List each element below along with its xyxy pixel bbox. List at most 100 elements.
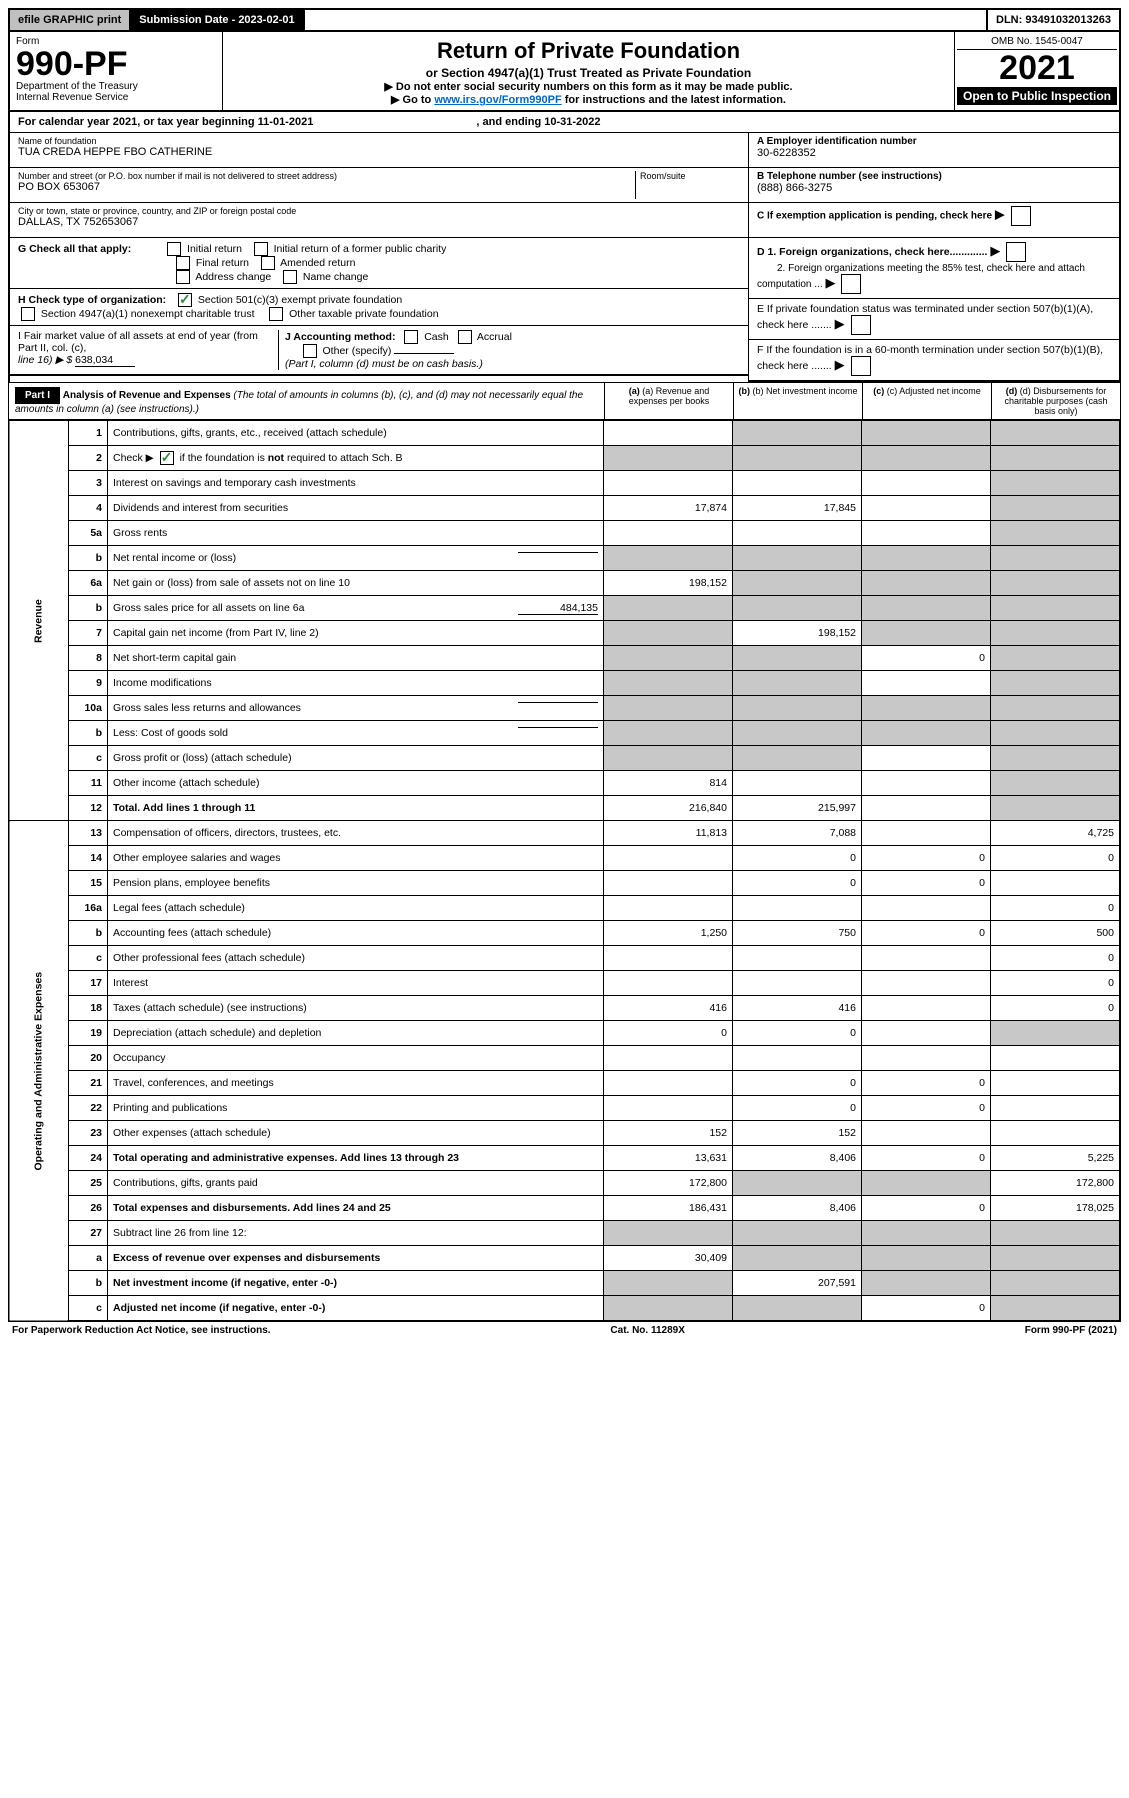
cell-c [862,771,991,796]
city-cell: City or town, state or province, country… [10,203,748,238]
row-desc: Less: Cost of goods sold [108,721,604,746]
col-d-header: (d) (d) Disbursements for charitable pur… [991,383,1120,419]
table-row: 2Check ▶ if the foundation is not requir… [9,446,1120,471]
cell-b [733,646,862,671]
calendar-year-row: For calendar year 2021, or tax year begi… [8,112,1121,133]
cell-b: 207,591 [733,1271,862,1296]
row-desc: Gross rents [108,521,604,546]
h-4947-checkbox[interactable] [21,307,35,321]
form-number: 990-PF [16,47,216,81]
row-desc: Interest on savings and temporary cash i… [108,471,604,496]
e-checkbox[interactable] [851,315,871,335]
d1-checkbox[interactable] [1006,242,1026,262]
g-row: G Check all that apply: Initial return I… [10,238,748,289]
cell-d: 0 [991,946,1121,971]
table-row: 4Dividends and interest from securities1… [9,496,1120,521]
footer-left: For Paperwork Reduction Act Notice, see … [12,1325,271,1336]
g-address-checkbox[interactable] [176,270,190,284]
row-desc: Other employee salaries and wages [108,846,604,871]
cell-b: 750 [733,921,862,946]
header-center: Return of Private Foundation or Section … [223,32,955,110]
cell-c [862,471,991,496]
cell-d [991,521,1121,546]
cell-a [604,1046,733,1071]
c-checkbox[interactable] [1011,206,1031,226]
sch-b-checkbox[interactable] [160,451,174,465]
cell-b [733,1171,862,1196]
cell-a: 198,152 [604,571,733,596]
cell-a [604,696,733,721]
row-desc: Total expenses and disbursements. Add li… [108,1196,604,1221]
footer-mid: Cat. No. 11289X [610,1325,684,1336]
cell-c [862,971,991,996]
h-other-checkbox[interactable] [269,307,283,321]
cell-a [604,446,733,471]
table-row: 17Interest0 [9,971,1120,996]
cell-d [991,721,1121,746]
d2-checkbox[interactable] [841,274,861,294]
table-row: cOther professional fees (attach schedul… [9,946,1120,971]
cell-d: 172,800 [991,1171,1121,1196]
table-row: 3Interest on savings and temporary cash … [9,471,1120,496]
table-row: 6aNet gain or (loss) from sale of assets… [9,571,1120,596]
j-cash-checkbox[interactable] [404,330,418,344]
h-501c3-checkbox[interactable] [178,293,192,307]
part1-label: Part I [15,387,60,404]
fmv-value: 638,034 [75,354,135,367]
row-number: 1 [69,421,108,446]
phone-cell: B Telephone number (see instructions) (8… [749,168,1119,203]
cell-c [862,721,991,746]
cell-d: 0 [991,846,1121,871]
j-other-checkbox[interactable] [303,344,317,358]
row-desc: Net rental income or (loss) [108,546,604,571]
cell-d [991,696,1121,721]
i-j-row: I Fair market value of all assets at end… [10,326,748,376]
cell-d [991,446,1121,471]
table-row: 12Total. Add lines 1 through 11216,84021… [9,796,1120,821]
irs-link[interactable]: www.irs.gov/Form990PF [434,94,561,106]
f-checkbox[interactable] [851,356,871,376]
g-amended-checkbox[interactable] [261,256,275,270]
cell-a [604,421,733,446]
table-row: 24Total operating and administrative exp… [9,1146,1120,1171]
g-initial-checkbox[interactable] [167,242,181,256]
cell-c [862,421,991,446]
row-number: 27 [69,1221,108,1246]
cell-c: 0 [862,1296,991,1322]
row-desc: Subtract line 26 from line 12: [108,1221,604,1246]
cell-b [733,596,862,621]
cell-a: 416 [604,996,733,1021]
row-number: 18 [69,996,108,1021]
cell-d [991,1096,1121,1121]
cell-a: 152 [604,1121,733,1146]
row-desc: Contributions, gifts, grants, etc., rece… [108,421,604,446]
cell-b [733,696,862,721]
row-desc: Net gain or (loss) from sale of assets n… [108,571,604,596]
cell-a [604,546,733,571]
j-accrual-checkbox[interactable] [458,330,472,344]
g-final-checkbox[interactable] [176,256,190,270]
row-desc: Other professional fees (attach schedule… [108,946,604,971]
cell-a [604,646,733,671]
cell-b [733,746,862,771]
cell-c [862,621,991,646]
cell-c [862,896,991,921]
cell-d [991,796,1121,821]
cell-a [604,1271,733,1296]
table-row: cGross profit or (loss) (attach schedule… [9,746,1120,771]
cell-a [604,671,733,696]
row-desc: Contributions, gifts, grants paid [108,1171,604,1196]
cell-b: 8,406 [733,1146,862,1171]
g-initial-former-checkbox[interactable] [254,242,268,256]
cell-d [991,1296,1121,1322]
cell-d: 5,225 [991,1146,1121,1171]
cell-c [862,446,991,471]
cell-b [733,721,862,746]
row-number: 16a [69,896,108,921]
cell-b: 17,845 [733,496,862,521]
cell-b: 0 [733,846,862,871]
g-name-checkbox[interactable] [283,270,297,284]
city: DALLAS, TX 752653067 [18,216,740,228]
cell-b [733,1221,862,1246]
cell-b [733,471,862,496]
